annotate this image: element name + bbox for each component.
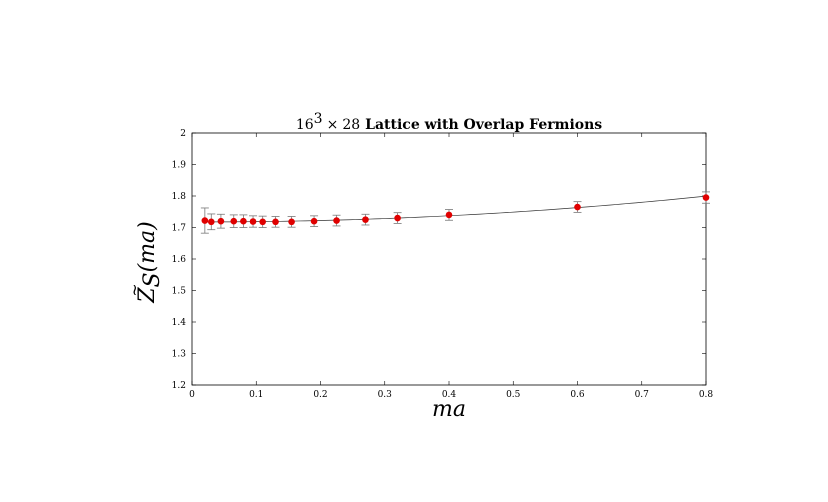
- marker: [230, 217, 238, 225]
- x-tick-label: 0: [189, 390, 195, 400]
- y-tick-label: 1.3: [172, 350, 187, 360]
- title-extent: 28: [342, 117, 360, 133]
- marker: [201, 217, 209, 224]
- data-point: [258, 215, 267, 228]
- svg-text:ZS(ma): ZS(ma): [135, 221, 165, 304]
- ylabel-arg: (ma): [135, 221, 160, 272]
- marker: [288, 218, 295, 226]
- ylabel-sub: S: [140, 272, 165, 287]
- title-rest: Lattice with Overlap Fermions: [365, 117, 602, 133]
- marker: [217, 217, 225, 225]
- marker: [259, 218, 266, 226]
- y-tick-label: 1.4: [172, 318, 187, 328]
- data-point: [229, 214, 238, 228]
- marker: [207, 218, 215, 226]
- chart-title: 163 × 28 Lattice with Overlap Fermions: [296, 111, 602, 133]
- marker: [362, 216, 369, 223]
- data-point: [200, 207, 209, 234]
- x-tick-label: 0.2: [313, 390, 327, 400]
- x-axis: 0 0.1 0.2 0.3 0.4 0.5 0.6 0.7 0.8: [189, 133, 713, 400]
- title-exponent: 3: [314, 111, 323, 127]
- data-point: [445, 209, 453, 221]
- x-axis-label: ma: [432, 397, 466, 422]
- data-point: [361, 213, 370, 226]
- data-point: [216, 213, 225, 229]
- data-point: [271, 216, 280, 228]
- marker: [310, 217, 318, 225]
- x-tick-label: 0.3: [378, 390, 393, 400]
- y-tick-label: 1.6: [172, 255, 187, 265]
- marker: [445, 211, 453, 219]
- y-tick-label: 1.8: [172, 192, 187, 202]
- data-point: [310, 215, 319, 227]
- x-tick-label: 0.5: [506, 390, 521, 400]
- ylabel-tilde: ~: [125, 283, 144, 296]
- marker: [702, 194, 710, 201]
- marker: [240, 217, 247, 225]
- y-axis-label: ZS(ma) ~: [125, 221, 165, 304]
- data-point: [287, 216, 296, 228]
- y-tick-label: 1.2: [172, 381, 186, 391]
- plot-frame: [191, 132, 707, 386]
- y-tick-label: 1.7: [172, 224, 187, 234]
- marker: [249, 218, 257, 225]
- x-tick-label: 0.7: [635, 390, 650, 400]
- data-point: [573, 201, 582, 213]
- x-tick-label: 0.4: [442, 390, 457, 400]
- fit-curve: [204, 195, 707, 223]
- y-axis: 1.2 1.3 1.4 1.5 1.6 1.7 1.8 1.9 2: [172, 129, 706, 391]
- y-tick-label: 2: [180, 129, 186, 139]
- title-times: ×: [327, 117, 339, 133]
- data-series: [200, 191, 710, 234]
- y-tick-label: 1.9: [172, 161, 187, 171]
- x-tick-label: 0.8: [699, 390, 714, 400]
- data-point: [702, 191, 710, 204]
- marker: [574, 203, 581, 211]
- marker: [394, 214, 401, 222]
- data-point: [207, 213, 216, 231]
- data-point: [239, 214, 248, 228]
- x-tick-label: 0.1: [249, 390, 263, 400]
- marker: [272, 218, 279, 226]
- y-tick-label: 1.5: [172, 287, 187, 297]
- title-lattice: 16: [296, 117, 314, 133]
- marker: [333, 217, 340, 224]
- x-tick-label: 0.6: [570, 390, 585, 400]
- ylabel-base: Z: [135, 287, 160, 304]
- data-point: [332, 214, 341, 227]
- data-point: [393, 212, 402, 224]
- data-point: [249, 215, 258, 228]
